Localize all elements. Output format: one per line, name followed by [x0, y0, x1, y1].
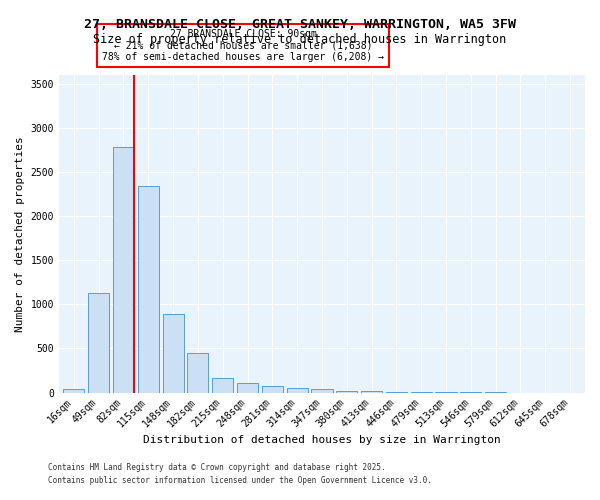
Text: 27 BRANSDALE CLOSE: 90sqm
← 21% of detached houses are smaller (1,638)
78% of se: 27 BRANSDALE CLOSE: 90sqm ← 21% of detac… — [102, 29, 384, 62]
Bar — [88, 293, 109, 392]
Bar — [163, 314, 184, 392]
Bar — [262, 386, 283, 392]
Bar — [113, 148, 134, 392]
Bar — [336, 391, 358, 392]
Bar — [237, 383, 258, 392]
Bar — [212, 378, 233, 392]
X-axis label: Distribution of detached houses by size in Warrington: Distribution of detached houses by size … — [143, 435, 501, 445]
Text: Contains public sector information licensed under the Open Government Licence v3: Contains public sector information licen… — [48, 476, 432, 485]
Text: Contains HM Land Registry data © Crown copyright and database right 2025.: Contains HM Land Registry data © Crown c… — [48, 464, 386, 472]
Bar — [138, 186, 159, 392]
Y-axis label: Number of detached properties: Number of detached properties — [15, 136, 25, 332]
Text: Size of property relative to detached houses in Warrington: Size of property relative to detached ho… — [94, 32, 506, 46]
Bar — [311, 390, 332, 392]
Bar — [63, 389, 85, 392]
Bar — [187, 353, 208, 393]
Bar — [287, 388, 308, 392]
Text: 27, BRANSDALE CLOSE, GREAT SANKEY, WARRINGTON, WA5 3FW: 27, BRANSDALE CLOSE, GREAT SANKEY, WARRI… — [84, 18, 516, 30]
